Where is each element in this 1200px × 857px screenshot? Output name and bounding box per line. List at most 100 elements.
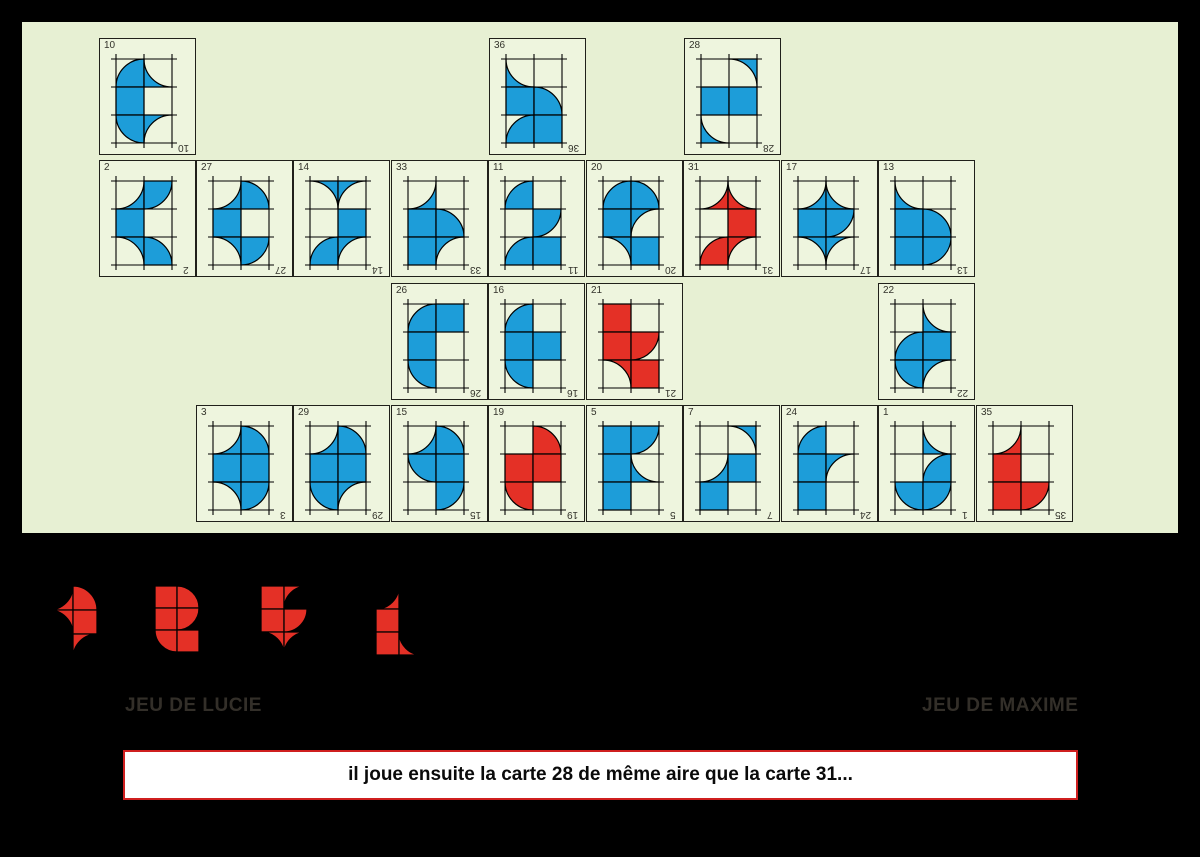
card-number-rotated: 13 [956, 264, 968, 275]
caption-box: il joue ensuite la carte 28 de même aire… [123, 750, 1078, 800]
card-shape [890, 299, 956, 393]
card-shape [500, 421, 566, 515]
card-number: 36 [494, 40, 506, 51]
card-number: 22 [883, 285, 895, 296]
card-shape [988, 421, 1054, 515]
card-number: 24 [786, 407, 798, 418]
card-shape [500, 176, 566, 270]
card-17[interactable]: 17 17 [781, 160, 878, 277]
card-10[interactable]: 10 10 [99, 38, 196, 155]
card-shape [890, 176, 956, 270]
card-shape [208, 421, 274, 515]
card-shape [151, 582, 203, 656]
card-number-rotated: 21 [664, 387, 676, 398]
card-shape [403, 176, 469, 270]
card-21[interactable]: 21 21 [586, 283, 683, 400]
card-number: 13 [883, 162, 895, 173]
card-number-rotated: 28 [762, 142, 774, 153]
card-shape [501, 54, 567, 148]
card-shape [305, 421, 371, 515]
card-shape [45, 582, 101, 662]
card-shape [208, 176, 274, 270]
card-number-rotated: 11 [567, 264, 578, 275]
card-shape [372, 582, 426, 659]
card-33[interactable]: 33 33 [391, 160, 488, 277]
card-number-rotated: 22 [956, 387, 968, 398]
card-26[interactable]: 26 26 [391, 283, 488, 400]
card-number-rotated: 16 [566, 387, 578, 398]
card-number: 35 [981, 407, 993, 418]
card-number: 27 [201, 162, 213, 173]
card-35[interactable]: 35 35 [976, 405, 1073, 522]
card-number: 16 [493, 285, 505, 296]
played-shape-1[interactable] [44, 581, 102, 668]
card-shape [598, 421, 664, 515]
card-number-rotated: 35 [1054, 509, 1066, 520]
card-28[interactable]: 28 28 [684, 38, 781, 155]
card-shape [598, 176, 664, 270]
card-shape [695, 176, 761, 270]
card-number: 14 [298, 162, 310, 173]
card-11[interactable]: 11 11 [488, 160, 585, 277]
card-number-rotated: 17 [859, 264, 871, 275]
card-shape [500, 299, 566, 393]
card-number-rotated: 15 [469, 509, 481, 520]
card-shape [403, 299, 469, 393]
card-16[interactable]: 16 16 [488, 283, 585, 400]
card-29[interactable]: 29 29 [293, 405, 390, 522]
card-19[interactable]: 19 19 [488, 405, 585, 522]
card-number: 7 [688, 407, 694, 418]
card-shape [598, 299, 664, 393]
card-24[interactable]: 24 24 [781, 405, 878, 522]
card-number: 29 [298, 407, 310, 418]
card-shape [890, 421, 956, 515]
card-number-rotated: 5 [670, 509, 676, 520]
card-number-rotated: 33 [469, 264, 481, 275]
card-number: 1 [883, 407, 889, 418]
played-shape-4[interactable] [371, 581, 427, 665]
played-shape-3[interactable] [256, 581, 312, 665]
card-shape [793, 176, 859, 270]
played-shape-2[interactable] [150, 581, 204, 662]
card-number-rotated: 24 [859, 509, 871, 520]
card-shape [793, 421, 859, 515]
card-number: 28 [689, 40, 701, 51]
card-number-rotated: 14 [371, 264, 383, 275]
card-31[interactable]: 31 31 [683, 160, 780, 277]
card-shape [305, 176, 371, 270]
card-number: 33 [396, 162, 408, 173]
card-27[interactable]: 27 27 [196, 160, 293, 277]
card-shape [403, 421, 469, 515]
card-14[interactable]: 14 14 [293, 160, 390, 277]
card-shape [695, 421, 761, 515]
card-number: 26 [396, 285, 408, 296]
caption-text: il joue ensuite la carte 28 de même aire… [348, 764, 853, 785]
player-title-maxime: JEU DE MAXIME [922, 695, 1079, 716]
card-number: 17 [786, 162, 798, 173]
card-number-rotated: 19 [566, 509, 578, 520]
card-number: 15 [396, 407, 408, 418]
card-13[interactable]: 13 13 [878, 160, 975, 277]
card-36[interactable]: 36 36 [489, 38, 586, 155]
card-number-rotated: 3 [280, 509, 286, 520]
card-number-rotated: 31 [761, 264, 773, 275]
card-number: 31 [688, 162, 700, 173]
card-number: 19 [493, 407, 505, 418]
card-15[interactable]: 15 15 [391, 405, 488, 522]
card-number: 3 [201, 407, 207, 418]
card-number-rotated: 36 [567, 142, 579, 153]
card-number-rotated: 27 [274, 264, 286, 275]
card-number: 2 [104, 162, 110, 173]
card-number: 21 [591, 285, 603, 296]
card-number-rotated: 1 [962, 509, 968, 520]
card-20[interactable]: 20 20 [586, 160, 683, 277]
card-number: 10 [104, 40, 116, 51]
card-22[interactable]: 22 22 [878, 283, 975, 400]
card-number: 5 [591, 407, 597, 418]
